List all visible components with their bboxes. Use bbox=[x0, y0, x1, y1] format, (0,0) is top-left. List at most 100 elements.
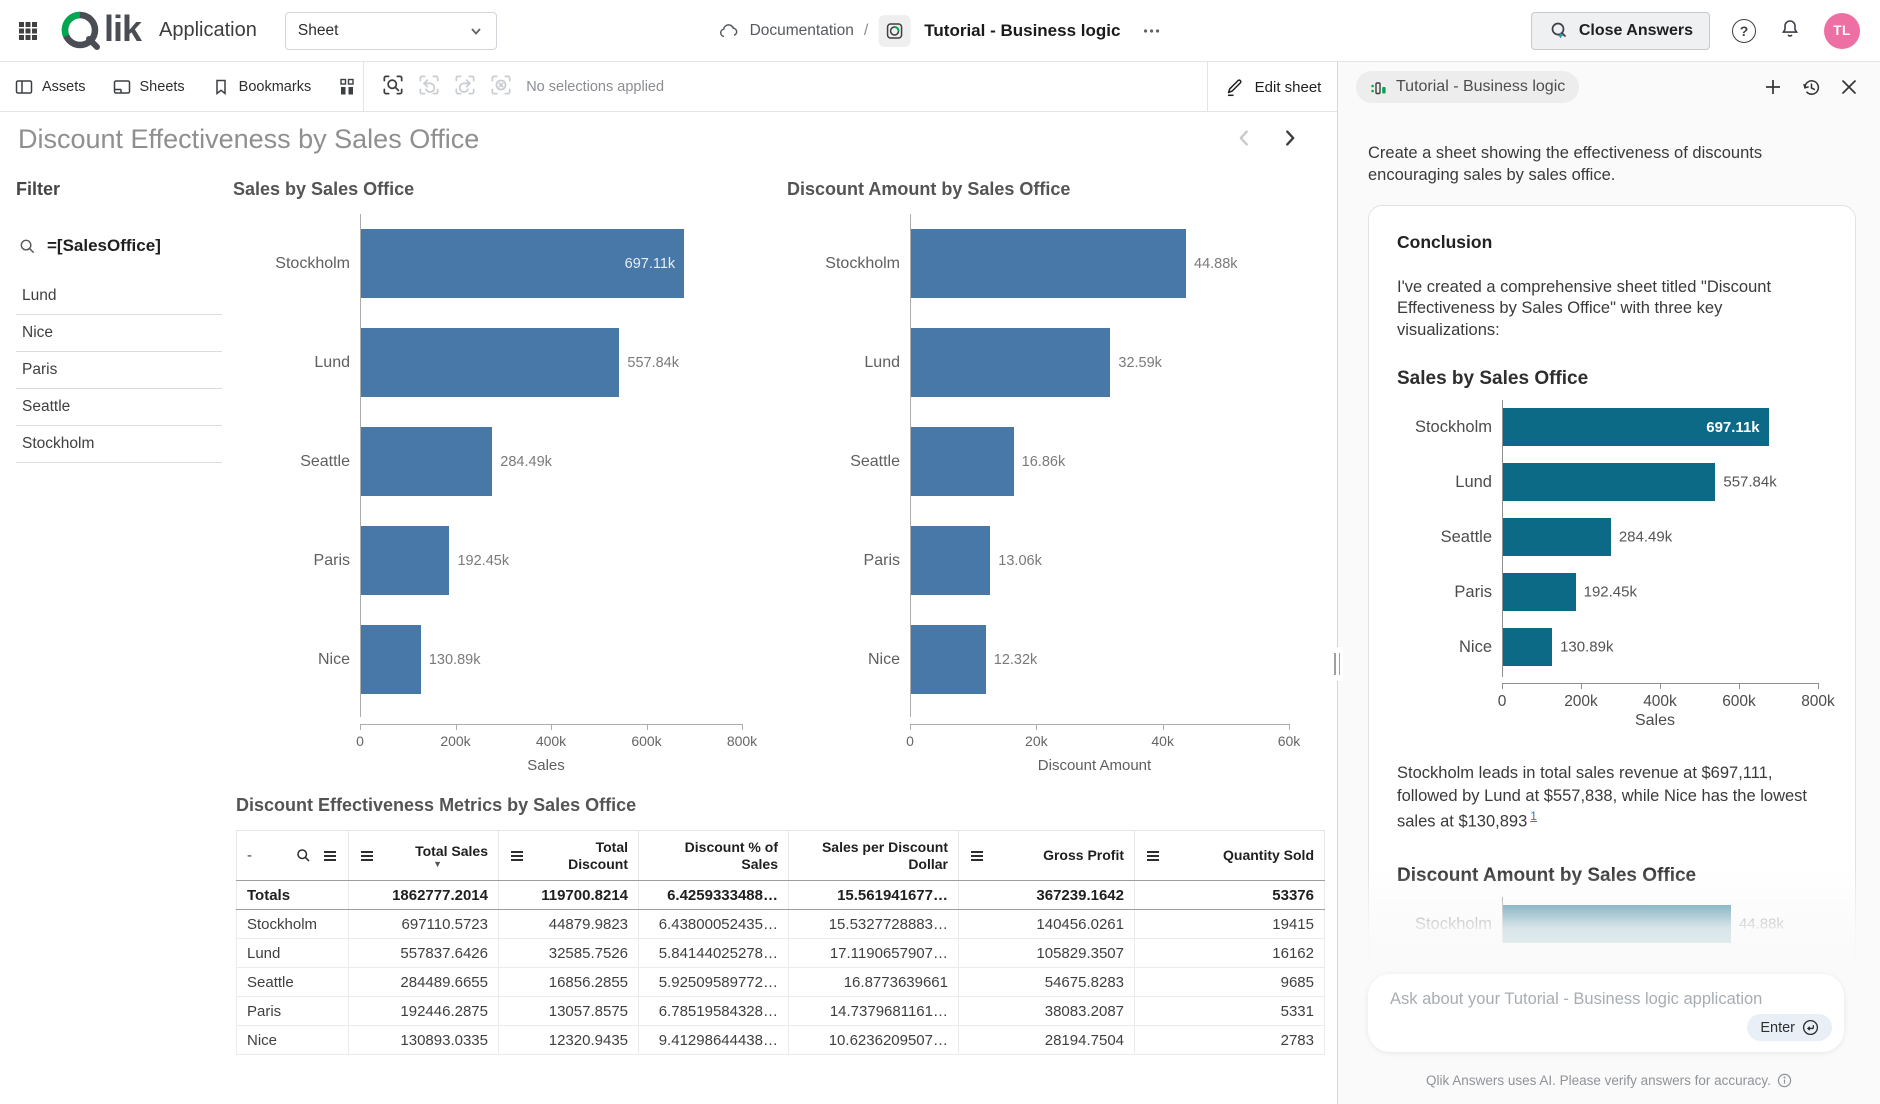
chat-input[interactable] bbox=[1368, 974, 1844, 1009]
table-row: Stockholm 697110.5723 44879.9823 6.43800052… bbox=[236, 909, 1325, 939]
metrics-table: Discount Effectiveness Metrics by Sales … bbox=[236, 795, 1328, 1055]
measure-cell: 53376 bbox=[1134, 880, 1325, 910]
measure-cell: 14.7379681161… bbox=[788, 996, 959, 1026]
redo-selection-icon[interactable] bbox=[452, 72, 478, 101]
list-item[interactable]: Paris bbox=[16, 352, 222, 389]
bar[interactable] bbox=[910, 427, 1014, 496]
bar[interactable] bbox=[360, 526, 450, 595]
clear-selections-icon[interactable] bbox=[488, 72, 514, 101]
bar[interactable] bbox=[360, 328, 620, 397]
bookmark-icon bbox=[215, 79, 226, 95]
measure-cell: 16856.2855 bbox=[498, 967, 639, 997]
filter-list: Lund Nice Paris Seattle Stockholm bbox=[16, 278, 222, 463]
tick-label: 20k bbox=[1025, 733, 1048, 749]
measure-cell: 38083.2087 bbox=[958, 996, 1135, 1026]
bar[interactable] bbox=[360, 427, 493, 496]
list-item[interactable]: Seattle bbox=[16, 389, 222, 426]
enter-return-icon bbox=[1802, 1019, 1819, 1036]
enter-button[interactable]: Enter bbox=[1747, 1014, 1832, 1041]
previous-sheet-icon[interactable] bbox=[1233, 127, 1255, 152]
notifications-bell-icon[interactable] bbox=[1778, 17, 1802, 44]
column-header[interactable]: Total Sales ▼ bbox=[348, 830, 499, 881]
column-header[interactable]: Total Discount bbox=[498, 830, 639, 881]
list-item[interactable]: Lund bbox=[16, 278, 222, 315]
bar[interactable] bbox=[910, 625, 986, 694]
sheets-button[interactable]: Sheets bbox=[112, 77, 185, 97]
value-label: 44.88k bbox=[1738, 915, 1784, 933]
app-icon[interactable] bbox=[878, 14, 911, 47]
bar[interactable] bbox=[360, 625, 421, 694]
help-icon[interactable]: ? bbox=[1732, 18, 1756, 43]
breadcrumb: Documentation / Tutorial - Business logi… bbox=[718, 14, 1163, 47]
search-selections-icon[interactable] bbox=[380, 72, 406, 101]
ai-disclaimer: Qlik Answers uses AI. Please verify answ… bbox=[1338, 1073, 1880, 1088]
top-bar: lik Application Sheet Documentation / Tu… bbox=[0, 0, 1880, 62]
category-label: Lund bbox=[314, 353, 350, 371]
measure-cell: 192446.2875 bbox=[348, 996, 499, 1026]
close-panel-icon[interactable] bbox=[1840, 78, 1858, 96]
totals-row: Totals 1862777.2014 119700.8214 6.425933348… bbox=[236, 880, 1325, 910]
bar[interactable] bbox=[910, 526, 991, 595]
y-axis-line bbox=[1502, 897, 1503, 944]
column-header[interactable]: Quantity Sold bbox=[1134, 830, 1325, 881]
filter-search[interactable]: =[SalesOffice] bbox=[16, 230, 222, 262]
dimension-cell[interactable]: Paris bbox=[236, 996, 349, 1026]
category-label: Paris bbox=[1454, 582, 1492, 601]
column-header[interactable]: Discount % of Sales bbox=[638, 830, 789, 881]
more-menu-icon[interactable] bbox=[1140, 20, 1162, 42]
x-axis-title: Discount Amount bbox=[1037, 757, 1152, 774]
app-chip[interactable]: Tutorial - Business logic bbox=[1356, 71, 1580, 103]
cloud-icon bbox=[720, 23, 738, 37]
measure-cell: 697110.5723 bbox=[348, 909, 499, 939]
measure-cell: 32585.7526 bbox=[498, 938, 639, 968]
breadcrumb-documentation[interactable]: Documentation bbox=[749, 21, 854, 39]
x-axis-line: 0 200k 400k 600k 800k bbox=[1498, 683, 1835, 710]
measure-cell: 17.1190657907… bbox=[788, 938, 959, 968]
undo-selection-icon[interactable] bbox=[416, 72, 442, 101]
dimension-cell[interactable]: Nice bbox=[236, 1025, 349, 1055]
sheet-grid-icon[interactable] bbox=[337, 77, 357, 97]
list-item[interactable]: Nice bbox=[16, 315, 222, 352]
table-row: Seattle 284489.6655 16856.2855 5.9250958977… bbox=[236, 967, 1325, 997]
edit-sheet-button[interactable]: Edit sheet bbox=[1207, 62, 1337, 112]
dimension-cell[interactable]: Seattle bbox=[236, 967, 349, 997]
column-header[interactable]: - bbox=[236, 830, 349, 881]
measure-cell: 5331 bbox=[1134, 996, 1325, 1026]
measure-cell: 9685 bbox=[1134, 967, 1325, 997]
bar[interactable]: 697.11k bbox=[360, 229, 685, 298]
filter-panel: Filter =[SalesOffice] Lund Nice Paris Seatt… bbox=[16, 179, 222, 463]
bar[interactable] bbox=[910, 328, 1111, 397]
next-sheet-icon[interactable] bbox=[1279, 127, 1301, 152]
column-header[interactable]: Gross Profit bbox=[958, 830, 1135, 881]
user-avatar[interactable]: TL bbox=[1824, 12, 1860, 49]
tick-label: 0 bbox=[356, 733, 364, 749]
dimension-cell[interactable]: Stockholm bbox=[236, 909, 349, 939]
new-question-plus-icon[interactable] bbox=[1763, 77, 1783, 97]
value-label: 192.45k bbox=[1583, 583, 1637, 601]
measure-cell: 140456.0261 bbox=[958, 909, 1135, 939]
dimension-cell[interactable]: Lund bbox=[236, 938, 349, 968]
panel-chart1-heading: Sales by Sales Office bbox=[1397, 368, 1589, 390]
user-prompt: Create a sheet showing the effectiveness… bbox=[1368, 144, 1763, 185]
value-label: 13.06k bbox=[998, 552, 1042, 569]
category-label: Paris bbox=[863, 551, 900, 569]
tick-label: 600k bbox=[631, 733, 662, 749]
answers-search-icon bbox=[1551, 22, 1566, 38]
assets-button[interactable]: Assets bbox=[14, 77, 86, 97]
bar bbox=[1502, 573, 1576, 612]
column-header[interactable]: Sales per Discount Dollar bbox=[788, 830, 959, 881]
tick-label: 400k bbox=[1643, 693, 1677, 711]
sheet-selector-dropdown[interactable]: Sheet bbox=[284, 11, 497, 50]
footnote-link[interactable]: 1 bbox=[1530, 808, 1537, 823]
panel-resize-handle[interactable] bbox=[1331, 647, 1343, 681]
history-icon[interactable] bbox=[1801, 77, 1822, 98]
app-launcher-icon[interactable] bbox=[14, 17, 42, 45]
bookmarks-button[interactable]: Bookmarks bbox=[211, 77, 311, 97]
list-item[interactable]: Stockholm bbox=[16, 426, 222, 463]
table-row: Nice 130893.0335 12320.9435 9.41298644438… 1… bbox=[236, 1025, 1325, 1055]
value-label: 557.84k bbox=[1723, 473, 1777, 491]
bar-chart-sales-by-office: Sales by Sales Office Stockholm 697.11k Lu… bbox=[233, 179, 763, 774]
bar[interactable] bbox=[910, 229, 1186, 298]
close-answers-button[interactable]: Close Answers bbox=[1530, 11, 1710, 50]
panel-chart2-heading: Discount Amount by Sales Office bbox=[1397, 865, 1697, 887]
